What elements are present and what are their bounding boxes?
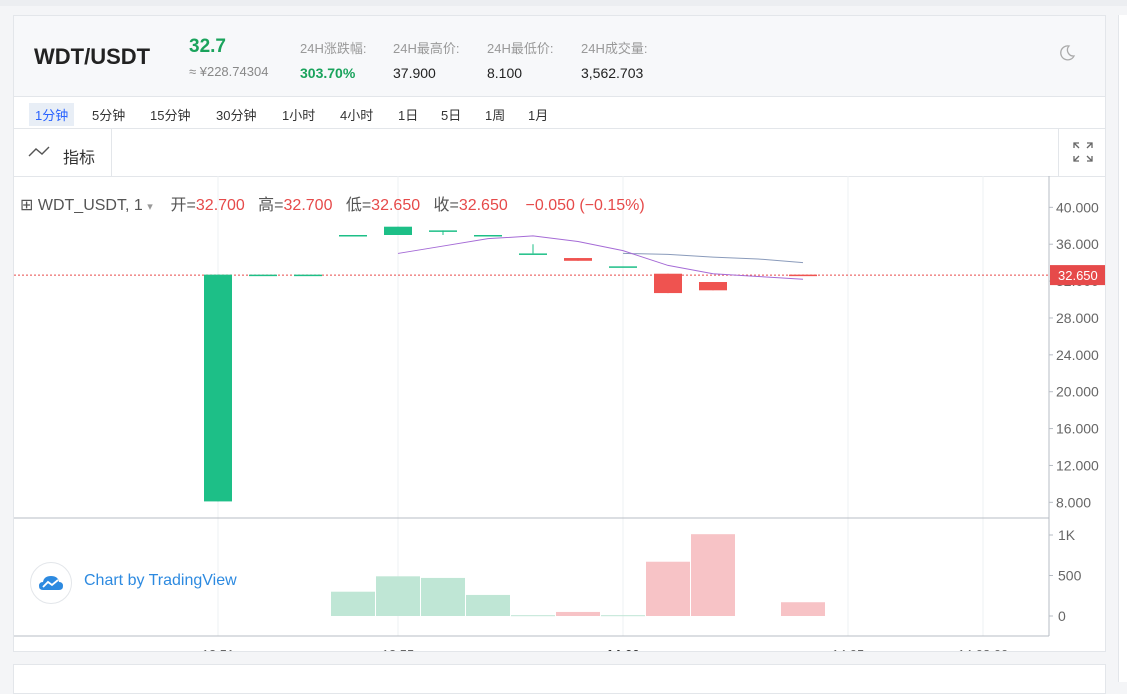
ohlc-legend: ⊞ WDT_USDT, 1 ▾ 开=32.700 高=32.700 低=32.6… [20, 191, 645, 215]
candle-body [609, 266, 637, 268]
interval-bar: 1分钟 5分钟 15分钟 30分钟 1小时 4小时 1日 5日 1周 1月 [14, 96, 1105, 129]
legend-dropdown-icon[interactable]: ▾ [147, 201, 153, 213]
volume-bar [646, 561, 690, 616]
volume-bar [421, 577, 465, 616]
price-tick-label: 28.000 [1056, 310, 1099, 326]
price-tick-label: 16.000 [1056, 421, 1099, 437]
lower-panel [13, 664, 1106, 694]
stat-label: 24H最高价: [393, 41, 460, 56]
legend-symbol: WDT_USDT, 1 [37, 197, 143, 214]
indicators-button[interactable]: 指标 [14, 128, 112, 176]
interval-1w[interactable]: 1周 [485, 108, 506, 123]
stat-value: 303.70% [300, 65, 356, 81]
candle-body [384, 226, 412, 235]
cloud-chart-icon [39, 576, 63, 590]
time-tick-label: 14:08:00 [958, 647, 1009, 651]
fullscreen-icon [1073, 142, 1093, 162]
interval-1mo[interactable]: 1月 [528, 108, 549, 123]
indicators-label: 指标 [63, 150, 96, 167]
stat-value: 37.900 [393, 65, 436, 81]
volume-bar [466, 594, 510, 616]
candle-body [699, 282, 727, 291]
volume-bar [556, 611, 600, 616]
pair-title: WDT/USDT [34, 44, 151, 69]
price-tick-label: 8.000 [1056, 494, 1091, 510]
candle-body [249, 274, 277, 277]
tradingview-logo[interactable] [30, 562, 72, 604]
candle-body [339, 234, 367, 237]
interval-15m[interactable]: 15分钟 [150, 108, 191, 123]
interval-1h[interactable]: 1小时 [282, 108, 316, 123]
candle-body [564, 258, 592, 261]
cny-price: ≈ ¥228.74304 [189, 64, 269, 79]
price-chart[interactable]: 40.00036.00032.00028.00024.00020.00016.0… [14, 176, 1105, 651]
interval-5d[interactable]: 5日 [441, 108, 462, 123]
stat-high: 24H最高价: 37.900 [393, 38, 459, 81]
moving-average-long [622, 252, 804, 264]
legend-close-label: 收= [433, 197, 459, 214]
stat-low: 24H最低价: 8.100 [487, 38, 553, 81]
moving-average-short [397, 235, 804, 280]
price-tick-label: 40.000 [1056, 199, 1099, 215]
time-tick-label: 14:05 [832, 647, 865, 651]
stat-change: 24H涨跌幅: 303.70% [300, 38, 366, 81]
fullscreen-button[interactable] [1058, 128, 1106, 176]
price-tick-label: 12.000 [1056, 457, 1099, 473]
line-chart-icon [28, 146, 50, 157]
time-tick-label: 13:55 [382, 647, 415, 651]
top-strip [0, 0, 1127, 6]
price-tick-label: 36.000 [1056, 236, 1099, 252]
ticker-header: WDT/USDT 32.7 ≈ ¥228.74304 24H涨跌幅: 303.7… [14, 16, 1105, 97]
volume-tick-label: 1K [1058, 527, 1076, 543]
volume-bar [331, 591, 375, 616]
candle-body [429, 230, 457, 232]
candle-body [204, 274, 232, 502]
stat-label: 24H成交量: [581, 41, 648, 56]
price-tick-label: 20.000 [1056, 384, 1099, 400]
interval-5m[interactable]: 5分钟 [92, 108, 126, 123]
time-tick-label: 14:00 [606, 647, 639, 651]
volume-bar [691, 534, 735, 616]
interval-1m[interactable]: 1分钟 [29, 103, 75, 126]
legend-change: −0.050 (−0.15%) [525, 197, 645, 214]
price-tick-label: 24.000 [1056, 347, 1099, 363]
legend-high: 32.700 [283, 197, 333, 214]
last-price-badge [1050, 265, 1105, 286]
side-panel-edge [1118, 15, 1127, 682]
legend-open-label: 开= [170, 197, 196, 214]
candle-body [519, 253, 547, 255]
volume-bar [511, 615, 555, 617]
last-price-badge-label: 32.650 [1058, 268, 1098, 283]
stat-volume: 24H成交量: 3,562.703 [581, 38, 647, 81]
chart-canvas[interactable]: 40.00036.00032.00028.00024.00020.00016.0… [14, 176, 1105, 651]
stat-label: 24H最低价: [487, 41, 554, 56]
legend-open: 32.700 [195, 197, 245, 214]
candle-body [789, 274, 817, 277]
legend-toggle-icon[interactable]: ⊞ [20, 197, 34, 214]
interval-1d[interactable]: 1日 [398, 108, 419, 123]
volume-tick-label: 500 [1058, 568, 1082, 584]
legend-low: 32.650 [371, 197, 421, 214]
interval-30m[interactable]: 30分钟 [216, 108, 257, 123]
tradingview-credit[interactable]: Chart by TradingView [84, 572, 237, 589]
legend-low-label: 低= [345, 197, 372, 214]
stat-value: 8.100 [487, 65, 523, 81]
volume-tick-label: 0 [1058, 608, 1066, 624]
candle-body [474, 234, 502, 237]
chart-toolbar: 指标 [14, 128, 1105, 177]
time-tick-label: 13:51 [202, 647, 235, 651]
last-price: 32.7 [189, 36, 226, 57]
candle-body [294, 274, 322, 277]
chart-card: WDT/USDT 32.7 ≈ ¥228.74304 24H涨跌幅: 303.7… [13, 15, 1106, 652]
legend-high-label: 高= [258, 197, 284, 214]
legend-close: 32.650 [458, 197, 508, 214]
candle-body [654, 273, 682, 294]
moon-icon[interactable] [1058, 44, 1076, 62]
volume-bar [781, 602, 825, 616]
interval-4h[interactable]: 4小时 [340, 108, 374, 123]
volume-bar [601, 615, 645, 617]
stat-value: 3,562.703 [581, 65, 644, 81]
stat-label: 24H涨跌幅: [300, 41, 367, 56]
volume-bar [376, 576, 420, 616]
